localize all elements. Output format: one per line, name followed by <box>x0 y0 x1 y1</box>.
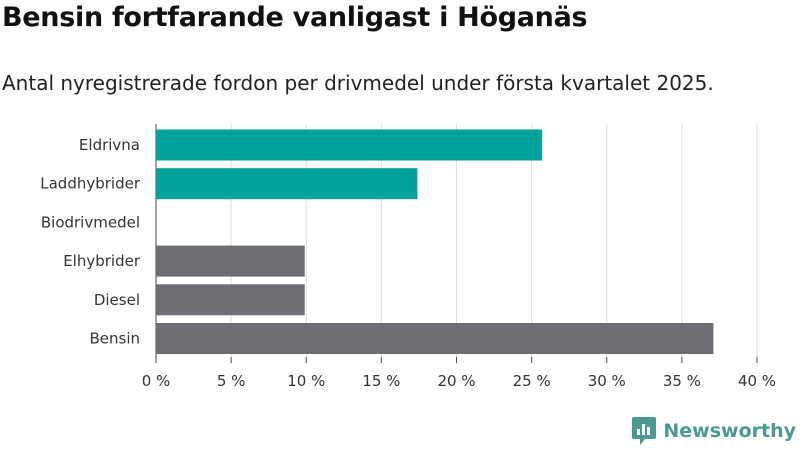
newsworthy-logo: Newsworthy <box>631 414 796 448</box>
x-axis-tick-label: 25 % <box>513 372 551 390</box>
x-axis-tick-label: 30 % <box>588 372 626 390</box>
x-axis-tick-label: 20 % <box>437 372 475 390</box>
category-label: Elhybrider <box>63 252 141 270</box>
x-axis-tick-label: 40 % <box>738 372 776 390</box>
x-axis-tick-label: 10 % <box>287 372 325 390</box>
category-label: Eldrivna <box>79 136 140 154</box>
x-axis-tick-labels: 0 % 5 % 10 % 15 % 20 % 25 % 30 % 35 % 40 % <box>142 372 776 390</box>
x-axis-tick-label: 15 % <box>362 372 400 390</box>
x-axis-tick-label: 0 % <box>142 372 171 390</box>
category-label: Diesel <box>94 291 140 309</box>
bar-laddhybrider <box>156 168 418 200</box>
category-label: Laddhybrider <box>40 175 141 193</box>
category-label: Biodrivmedel <box>41 213 140 231</box>
bar-eldrivna <box>156 129 543 161</box>
chart-title: Bensin fortfarande vanligast i Höganäs <box>2 2 588 33</box>
bar-diesel <box>156 284 305 316</box>
gridlines <box>155 124 758 363</box>
category-label: Bensin <box>89 330 140 348</box>
bars <box>156 129 714 354</box>
category-labels: Eldrivna Laddhybrider Biodrivmedel Elhybrid… <box>40 136 141 348</box>
chart-subtitle: Antal nyregistrerade fordon per drivmede… <box>2 71 714 95</box>
x-axis-tick-label: 35 % <box>663 372 701 390</box>
newsworthy-wordmark: Newsworthy <box>663 420 796 442</box>
newsworthy-chart-bubble-icon <box>632 417 657 445</box>
x-axis-tick-label: 5 % <box>217 372 246 390</box>
bar-elhybrider <box>156 245 305 277</box>
bar-bensin <box>156 323 714 354</box>
